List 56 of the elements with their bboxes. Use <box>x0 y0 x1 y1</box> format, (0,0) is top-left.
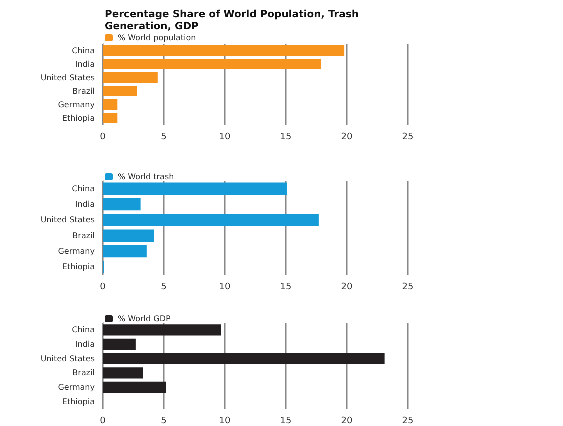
legend-label: % World trash <box>118 172 174 182</box>
x-tick-label: 15 <box>280 416 292 426</box>
y-tick-label: Germany <box>58 383 96 392</box>
x-tick-label: 25 <box>402 282 414 292</box>
y-tick-label: Ethiopia <box>62 114 96 123</box>
y-tick-label: India <box>75 60 96 69</box>
x-tick-label: 5 <box>161 282 167 292</box>
bar <box>103 182 288 195</box>
x-tick-label: 25 <box>402 416 414 426</box>
bar <box>103 45 345 56</box>
bar <box>103 382 166 394</box>
y-tick-label: Ethiopia <box>62 262 96 272</box>
x-tick-label: 10 <box>219 416 231 426</box>
bar <box>103 112 118 124</box>
y-tick-label: India <box>75 340 96 349</box>
y-tick-label: Brazil <box>72 86 95 96</box>
y-tick-label: Germany <box>58 247 96 256</box>
bar <box>103 230 154 242</box>
x-tick-label: 0 <box>100 132 106 142</box>
bar <box>103 245 147 258</box>
bar <box>103 368 144 379</box>
x-tick-label: 5 <box>161 132 167 142</box>
x-tick-label: 5 <box>161 416 167 426</box>
y-tick-label: Brazil <box>72 368 95 378</box>
legend-label: % World GDP <box>118 314 171 324</box>
y-tick-label: Ethiopia <box>62 397 96 406</box>
x-tick-label: 25 <box>402 132 414 142</box>
y-tick-label: India <box>75 200 96 209</box>
y-tick-label: China <box>72 326 96 335</box>
x-tick-label: 20 <box>341 282 353 292</box>
bar <box>103 338 136 350</box>
y-tick-label: United States <box>40 73 95 82</box>
y-tick-label: United States <box>40 216 95 225</box>
x-tick-label: 0 <box>100 282 106 292</box>
y-tick-label: China <box>72 46 96 56</box>
y-tick-label: United States <box>40 354 95 364</box>
bar <box>103 214 319 226</box>
x-tick-label: 20 <box>341 416 353 426</box>
x-tick-label: 10 <box>219 282 231 292</box>
bar <box>103 353 385 364</box>
y-tick-label: Germany <box>58 100 96 110</box>
y-tick-label: China <box>72 184 96 194</box>
bar <box>103 198 141 211</box>
x-tick-label: 10 <box>219 132 231 142</box>
bar <box>103 72 158 84</box>
bar <box>103 324 222 336</box>
legend-label: % World population <box>118 34 196 42</box>
x-tick-label: 15 <box>280 282 292 292</box>
bar <box>103 99 118 110</box>
x-tick-label: 15 <box>280 132 292 142</box>
x-tick-label: 20 <box>341 132 353 142</box>
x-tick-label: 0 <box>100 416 106 426</box>
bar <box>103 86 138 97</box>
chart-title: Percentage Share of World Population, Trash Generation, GDP <box>105 10 362 32</box>
bar <box>103 58 322 70</box>
y-tick-label: Brazil <box>72 231 95 240</box>
